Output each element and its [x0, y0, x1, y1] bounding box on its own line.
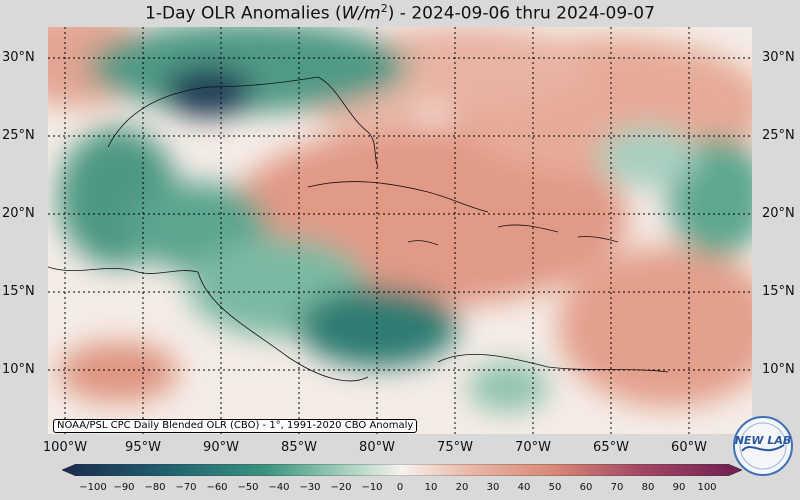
colorbar	[62, 464, 742, 476]
lon-label: 100°W	[42, 440, 88, 455]
colorbar-tick: 50	[548, 482, 562, 493]
lat-label-right: 20°N	[762, 206, 795, 221]
colorbar-tick: −80	[144, 482, 166, 493]
colorbar-tick: 30	[486, 482, 500, 493]
olr-anomaly-map	[48, 27, 752, 434]
colorbar-tick: −20	[330, 482, 352, 493]
lon-label: 95°W	[125, 440, 161, 455]
colorbar-tick: −50	[237, 482, 259, 493]
colorbar-tick: 60	[579, 482, 593, 493]
lat-label-left: 10°N	[2, 362, 35, 377]
lon-label: 65°W	[593, 440, 629, 455]
colorbar-tick: 40	[517, 482, 531, 493]
colorbar-tick: −30	[299, 482, 321, 493]
lon-label: 80°W	[359, 440, 395, 455]
colorbar-tick: 100	[697, 482, 717, 493]
lat-label-left: 15°N	[2, 284, 35, 299]
colorbar-tick: −90	[113, 482, 135, 493]
colorbar-tick: −70	[175, 482, 197, 493]
lat-label-right: 25°N	[762, 128, 795, 143]
colorbar-tick: −10	[361, 482, 383, 493]
lon-label: 75°W	[437, 440, 473, 455]
colorbar-tick: −60	[206, 482, 228, 493]
colorbar-tick: 80	[641, 482, 655, 493]
lat-label-left: 25°N	[2, 128, 35, 143]
logo-text: NEW LAB	[735, 434, 792, 447]
lat-label-left: 30°N	[2, 50, 35, 65]
lat-label-right: 30°N	[762, 50, 795, 65]
colorbar-tick: 10	[424, 482, 438, 493]
lat-label-right: 15°N	[762, 284, 795, 299]
colorbar-tick: 0	[396, 482, 404, 493]
map-title: 1-Day OLR Anomalies (W/m2) - 2024-09-06 …	[145, 2, 655, 24]
lon-label: 90°W	[203, 440, 239, 455]
lat-label-left: 20°N	[2, 206, 35, 221]
colorbar-tick: −100	[79, 482, 107, 493]
data-source-note: NOAA/PSL CPC Daily Blended OLR (CBO) - 1…	[53, 419, 418, 433]
lon-label: 60°W	[671, 440, 707, 455]
noaa-psl-logo: NEW LAB	[733, 416, 793, 476]
lat-label-right: 10°N	[762, 362, 795, 377]
colorbar-tick: 70	[610, 482, 624, 493]
colorbar-tick: 20	[455, 482, 469, 493]
lon-label: 70°W	[515, 440, 551, 455]
lon-label: 85°W	[281, 440, 317, 455]
colorbar-tick: 90	[672, 482, 686, 493]
colorbar-tick: −40	[268, 482, 290, 493]
